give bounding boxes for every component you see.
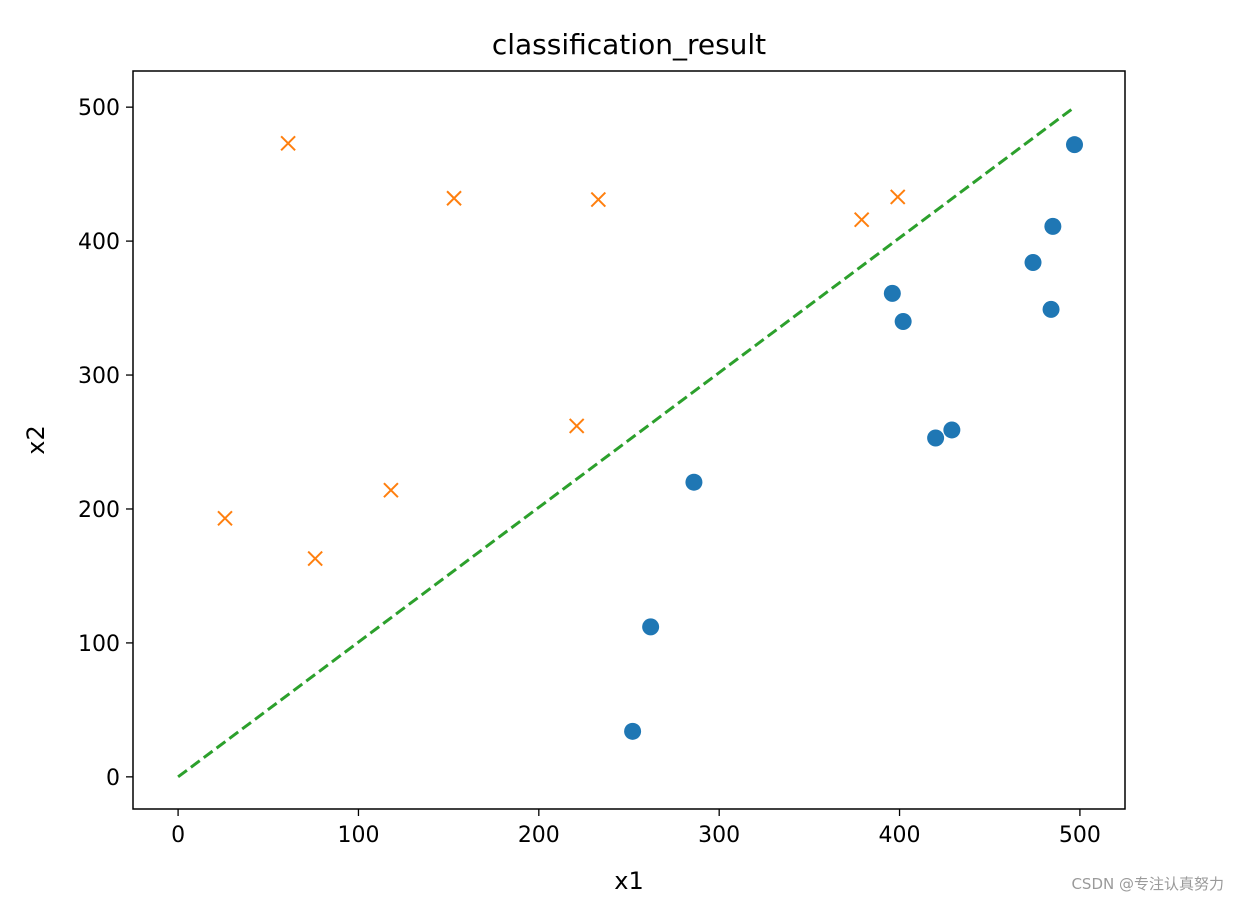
x-axis: 0 100 200 300 400 500 xyxy=(171,809,1101,848)
data-point-circle xyxy=(624,722,642,740)
data-point-circle xyxy=(685,473,703,491)
x-tick-label: 0 xyxy=(171,823,185,848)
data-point-circle xyxy=(1065,136,1083,154)
data-point-cross xyxy=(307,550,323,567)
data-point-cross xyxy=(446,190,462,206)
data-point-circle xyxy=(1042,300,1060,318)
x-axis-label: x1 xyxy=(614,867,643,895)
data-point-cross xyxy=(853,211,870,228)
data-point-circle xyxy=(883,284,901,302)
data-point-cross xyxy=(890,189,906,205)
plot-frame xyxy=(132,70,1126,810)
y-tick-label: 0 xyxy=(106,766,120,791)
data-point-circle xyxy=(1044,217,1062,235)
decision-boundary-line xyxy=(177,105,1076,779)
data-point-circle xyxy=(894,312,912,330)
y-tick-label: 100 xyxy=(78,632,120,657)
data-point-circle xyxy=(927,429,945,447)
y-tick-label: 300 xyxy=(78,364,120,389)
data-point-cross xyxy=(383,482,399,498)
watermark: CSDN @专注认真努力 xyxy=(1071,875,1224,893)
data-point-cross xyxy=(568,418,585,434)
x-tick-label: 400 xyxy=(879,823,921,848)
y-tick-label: 400 xyxy=(78,230,120,255)
y-tick-label: 500 xyxy=(78,96,120,121)
data-point-circle xyxy=(642,618,660,636)
x-tick-label: 100 xyxy=(337,823,379,848)
x-tick-label: 500 xyxy=(1059,823,1101,848)
data-point-cross xyxy=(280,135,296,152)
y-tick-label: 200 xyxy=(78,498,120,523)
data-point-circle xyxy=(943,421,961,439)
y-axis-label: x2 xyxy=(22,425,50,454)
x-tick-label: 200 xyxy=(518,823,560,848)
data-point-cross xyxy=(217,510,233,527)
x-tick-label: 300 xyxy=(698,823,740,848)
chart-title: classification_result xyxy=(492,28,766,61)
plot-area xyxy=(177,105,1083,779)
data-point-cross xyxy=(590,191,607,208)
data-point-circle xyxy=(1024,254,1042,272)
y-axis: 0 100 200 300 400 500 xyxy=(78,96,133,791)
